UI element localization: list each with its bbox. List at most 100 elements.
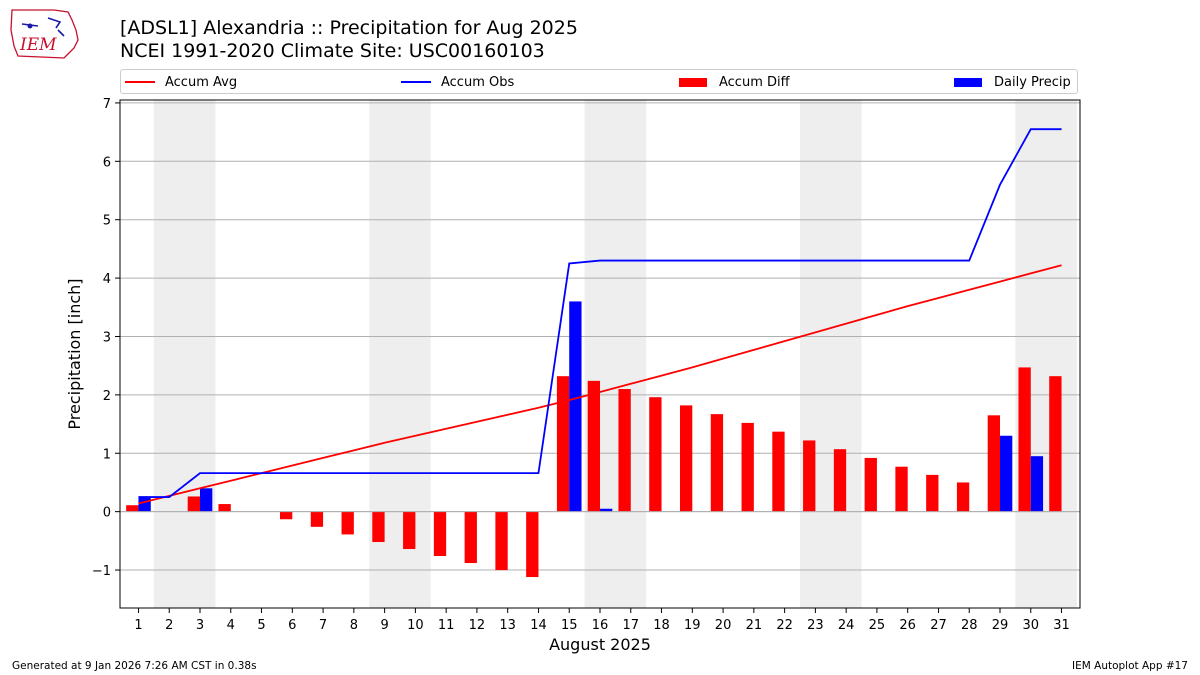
weekend-band — [800, 100, 862, 608]
x-tick-label: 11 — [438, 618, 455, 633]
x-tick-label: 14 — [530, 618, 547, 633]
y-tick-label: 3 — [103, 330, 111, 345]
x-tick-label: 7 — [319, 618, 327, 633]
y-tick-label: 5 — [103, 214, 111, 229]
bar-accum-diff — [526, 511, 539, 578]
x-tick-label: 27 — [930, 618, 947, 633]
y-tick-label: 6 — [103, 155, 111, 170]
y-tick-label: −1 — [92, 564, 111, 579]
x-tick-label: 2 — [165, 618, 173, 633]
x-tick-label: 20 — [715, 618, 732, 633]
bar-daily-precip — [600, 508, 613, 512]
bar-accum-diff — [833, 449, 847, 512]
bar-accum-diff — [495, 511, 508, 571]
legend: Accum Avg Accum Obs Accum Diff Daily Pre… — [120, 69, 1078, 94]
bar-accum-diff — [895, 466, 908, 512]
x-tick-label: 31 — [1053, 618, 1070, 633]
bar-accum-diff — [464, 511, 477, 564]
x-tick-label: 26 — [899, 618, 916, 633]
bar-accum-diff — [556, 376, 570, 512]
legend-swatch-daily-precip — [954, 77, 982, 87]
bar-daily-precip — [200, 488, 213, 512]
x-tick-label: 24 — [838, 618, 855, 633]
bar-accum-diff — [433, 511, 447, 557]
x-tick-label: 13 — [499, 618, 516, 633]
footer-generated: Generated at 9 Jan 2026 7:26 AM CST in 0… — [12, 660, 257, 672]
bar-accum-diff — [341, 511, 354, 535]
bar-accum-diff — [956, 482, 970, 512]
legend-swatch-accum-avg — [125, 81, 155, 83]
x-tick-label: 25 — [869, 618, 886, 633]
legend-label-accum-diff: Accum Diff — [719, 74, 790, 90]
bar-accum-diff — [218, 504, 231, 512]
bar-accum-diff — [864, 457, 877, 512]
bar-accum-diff — [1049, 376, 1062, 512]
x-tick-label: 12 — [469, 618, 486, 633]
y-tick-label: 4 — [103, 272, 111, 287]
bar-accum-diff — [772, 431, 785, 512]
bar-accum-diff — [310, 511, 324, 527]
x-tick-label: 5 — [257, 618, 265, 633]
bar-accum-diff — [803, 440, 816, 512]
x-tick-label: 22 — [776, 618, 793, 633]
y-tick-label: 0 — [103, 506, 111, 521]
iem-logo: IEM — [10, 9, 79, 59]
svg-text:IEM: IEM — [19, 35, 57, 55]
legend-label-accum-avg: Accum Avg — [165, 74, 238, 90]
x-tick-label: 8 — [350, 618, 358, 633]
legend-item-accum-avg: Accum Avg — [125, 74, 237, 90]
bar-accum-diff — [680, 405, 693, 512]
bar-accum-diff — [987, 415, 1000, 512]
chart-subtitle: NCEI 1991-2020 Climate Site: USC00160103 — [120, 40, 545, 62]
legend-swatch-accum-diff — [679, 77, 707, 87]
bar-daily-precip — [1000, 435, 1013, 512]
x-tick-label: 9 — [380, 618, 388, 633]
x-tick-label: 3 — [196, 618, 204, 633]
x-tick-label: 19 — [684, 618, 701, 633]
x-tick-label: 17 — [622, 618, 639, 633]
bar-accum-diff — [187, 496, 200, 512]
footer-app: IEM Autoplot App #17 — [1072, 660, 1188, 672]
bar-accum-diff — [587, 380, 600, 512]
legend-item-accum-diff: Accum Diff — [679, 74, 790, 90]
bar-daily-precip — [138, 497, 151, 512]
bar-accum-diff — [926, 474, 939, 512]
y-axis-label: Precipitation [inch] — [65, 278, 84, 429]
x-axis-label: August 2025 — [549, 635, 651, 654]
x-tick-label: 16 — [592, 618, 609, 633]
bar-accum-diff — [280, 511, 293, 520]
weekend-band — [584, 100, 647, 608]
x-tick-label: 28 — [961, 618, 978, 633]
bar-accum-diff — [710, 414, 724, 512]
bar-accum-diff — [741, 422, 754, 512]
x-tick-label: 21 — [746, 618, 763, 633]
y-tick-label: 2 — [103, 389, 111, 404]
bar-accum-diff — [403, 511, 416, 550]
x-tick-label: 6 — [288, 618, 296, 633]
bar-accum-diff — [649, 397, 662, 512]
bar-accum-diff — [618, 389, 631, 512]
line-accum-avg — [138, 264, 1062, 505]
legend-item-daily-precip: Daily Precip — [954, 74, 1071, 90]
bar-accum-diff — [372, 511, 385, 543]
x-tick-label: 1 — [134, 618, 142, 633]
legend-swatch-accum-obs — [401, 81, 431, 83]
x-tick-label: 10 — [407, 618, 424, 633]
weekend-band — [153, 100, 216, 608]
x-tick-label: 23 — [807, 618, 824, 633]
legend-item-accum-obs: Accum Obs — [401, 74, 514, 90]
chart-title: [ADSL1] Alexandria :: Precipitation for … — [120, 17, 578, 39]
x-tick-label: 15 — [561, 618, 578, 633]
x-tick-label: 18 — [653, 618, 670, 633]
legend-label-daily-precip: Daily Precip — [994, 74, 1071, 90]
legend-label-accum-obs: Accum Obs — [441, 74, 515, 90]
bar-daily-precip — [569, 301, 582, 512]
bar-daily-precip — [1030, 456, 1044, 512]
bar-accum-diff — [126, 505, 139, 512]
weekend-band — [1015, 100, 1077, 608]
bar-accum-diff — [1018, 367, 1031, 512]
x-tick-label: 30 — [1022, 618, 1039, 633]
line-accum-obs — [138, 128, 1062, 498]
x-tick-label: 29 — [992, 618, 1009, 633]
